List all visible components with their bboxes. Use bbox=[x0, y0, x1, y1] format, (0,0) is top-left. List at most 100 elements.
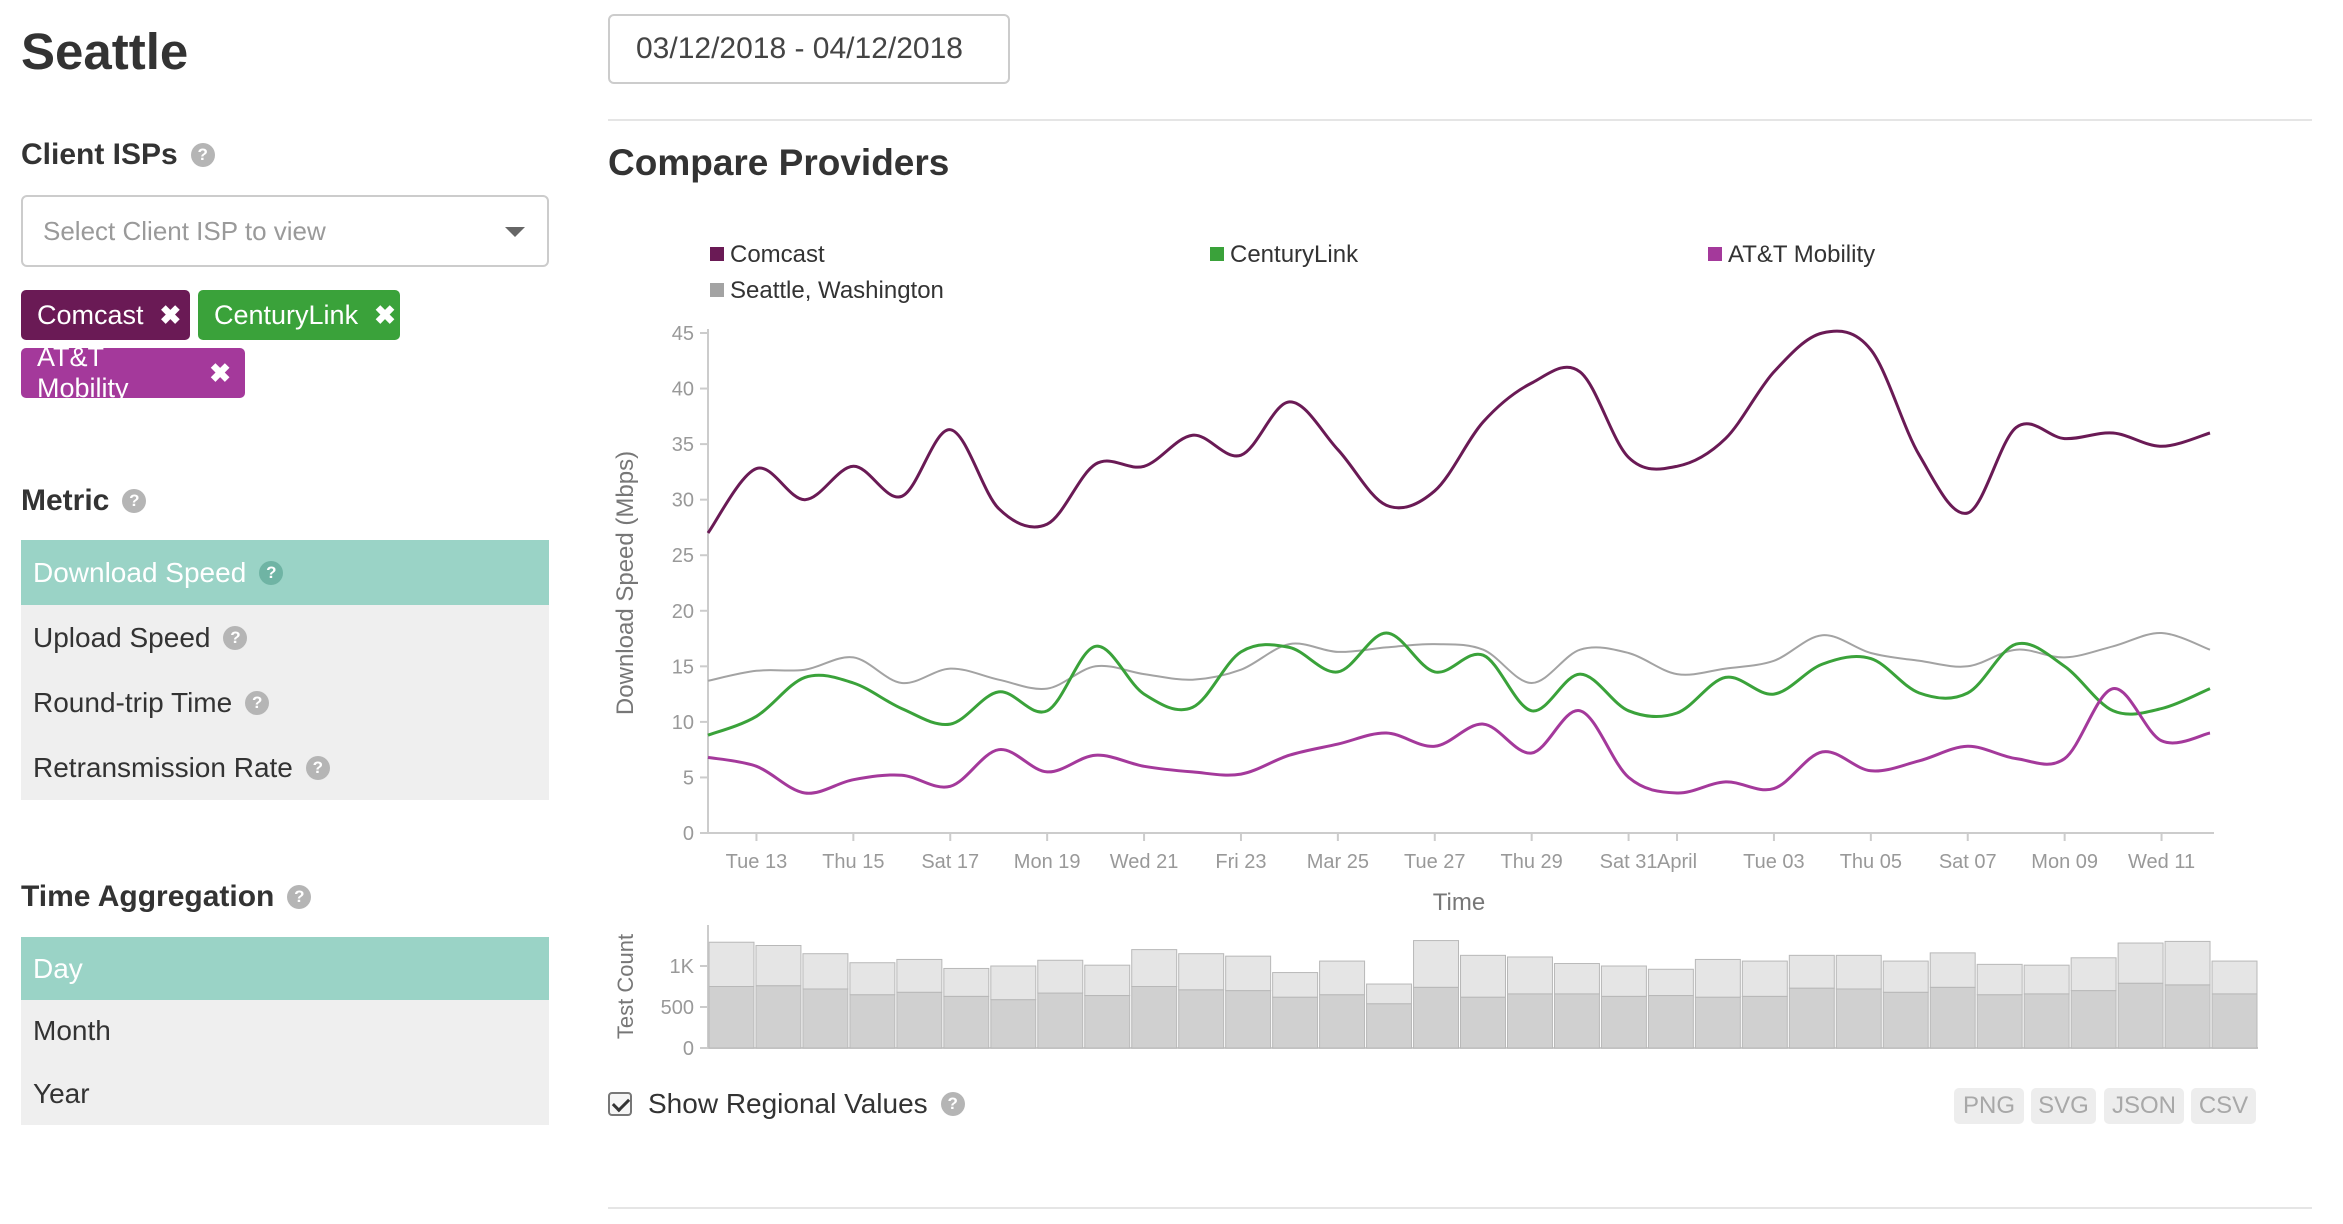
x-tick-label: Sat 31 bbox=[1600, 851, 1658, 873]
legend-label-comcast: Comcast bbox=[730, 241, 825, 268]
metric-menu: Download Speed ? Upload Speed ? Round-tr… bbox=[21, 540, 549, 800]
date-range-picker[interactable]: 03/12/2018 - 04/12/2018 bbox=[608, 14, 1010, 84]
export-json-button[interactable]: JSON bbox=[2104, 1088, 2184, 1124]
help-icon[interactable]: ? bbox=[287, 885, 312, 909]
test-count-bar-regional bbox=[1460, 954, 1506, 998]
remove-tag-icon[interactable]: ✖ bbox=[159, 299, 182, 330]
client-isp-select[interactable]: Select Client ISP to view bbox=[21, 195, 549, 267]
export-csv-button[interactable]: CSV bbox=[2191, 1088, 2256, 1124]
help-icon[interactable]: ? bbox=[940, 1092, 965, 1116]
test-count-bar-regional bbox=[1272, 972, 1319, 998]
x-tick-label: Mon 19 bbox=[1014, 851, 1081, 873]
x-tick-label: April bbox=[1657, 851, 1697, 873]
chevron-down-icon[interactable] bbox=[505, 227, 525, 237]
test-count-bar bbox=[1741, 995, 1788, 1049]
aggregation-month[interactable]: Month bbox=[21, 1000, 549, 1062]
time-aggregation-label: Time Aggregation bbox=[21, 880, 275, 913]
test-count-bar bbox=[2164, 984, 2211, 1049]
help-icon[interactable]: ? bbox=[223, 625, 248, 650]
test-count-bar bbox=[1413, 986, 1460, 1049]
test-count-bar-regional bbox=[1553, 963, 1600, 995]
x-tick-label: Wed 21 bbox=[1110, 851, 1179, 873]
y-tick-label: 35 bbox=[672, 434, 694, 456]
test-count-bar-regional bbox=[1694, 958, 1741, 998]
x-tick-label: Sat 07 bbox=[1939, 851, 1997, 873]
test-count-bar bbox=[1694, 996, 1741, 1049]
test-count-axis-label: Test Count bbox=[613, 934, 638, 1039]
test-count-bar bbox=[990, 999, 1037, 1049]
test-count-bar bbox=[1084, 995, 1131, 1049]
test-count-bar bbox=[1553, 993, 1600, 1049]
remove-tag-icon[interactable]: ✖ bbox=[209, 357, 231, 388]
help-icon[interactable]: ? bbox=[245, 690, 270, 715]
y-tick-label: 5 bbox=[683, 767, 694, 789]
divider bbox=[608, 1207, 2312, 1209]
client-isps-heading: Client ISPs ? bbox=[21, 138, 215, 172]
legend-swatch-seattle-washington bbox=[710, 283, 724, 297]
test-count-bar-regional bbox=[2023, 964, 2070, 995]
client-isp-placeholder: Select Client ISP to view bbox=[43, 215, 326, 246]
test-count-bar bbox=[2023, 993, 2070, 1049]
test-count-bar-regional bbox=[1366, 983, 1413, 1005]
test-count-bar-regional bbox=[1882, 960, 1929, 993]
test-count-bar-regional bbox=[1600, 965, 1647, 997]
help-icon[interactable]: ? bbox=[305, 755, 330, 780]
test-count-bar-regional bbox=[1178, 953, 1225, 991]
test-count-bar bbox=[755, 985, 802, 1049]
export-png-button[interactable]: PNG bbox=[1954, 1088, 2024, 1124]
help-icon[interactable]: ? bbox=[259, 560, 284, 585]
export-svg-button[interactable]: SVG bbox=[2031, 1088, 2096, 1124]
test-count-bar bbox=[1178, 989, 1225, 1049]
metric-retransmission-rate[interactable]: Retransmission Rate ? bbox=[21, 735, 549, 800]
aggregation-day[interactable]: Day bbox=[21, 937, 549, 1000]
test-count-bar-regional bbox=[849, 962, 896, 996]
test-count-bar-regional bbox=[2164, 940, 2211, 986]
test-count-bar-regional bbox=[2117, 942, 2164, 984]
test-count-bar-regional bbox=[943, 967, 990, 997]
test-count-y-tick-label: 500 bbox=[661, 997, 694, 1019]
metric-download-speed[interactable]: Download Speed ? bbox=[21, 540, 549, 605]
legend-swatch-comcast bbox=[710, 247, 724, 261]
legend-swatch-centurylink bbox=[1210, 247, 1224, 261]
tag-att-mobility: AT&T Mobility ✖ bbox=[21, 342, 245, 403]
test-count-bar-regional bbox=[755, 945, 802, 987]
test-count-bar-regional bbox=[1413, 940, 1460, 988]
x-tick-label: Wed 11 bbox=[2128, 851, 2195, 873]
help-icon[interactable]: ? bbox=[122, 489, 147, 513]
help-icon[interactable]: ? bbox=[190, 143, 215, 167]
test-count-bar bbox=[1319, 994, 1366, 1049]
series-line-comcast bbox=[706, 329, 2211, 534]
test-count-bar bbox=[1929, 986, 1976, 1049]
test-count-bar-regional bbox=[896, 958, 943, 993]
test-count-bar-regional bbox=[1976, 963, 2023, 996]
regional-checkbox[interactable] bbox=[608, 1092, 632, 1116]
y-tick-label: 15 bbox=[672, 656, 694, 678]
time-aggregation-menu: Day Month Year bbox=[21, 937, 549, 1125]
test-count-bar-regional bbox=[1037, 959, 1084, 994]
x-tick-label: Mon 09 bbox=[2031, 851, 2098, 873]
menu-item-label: Upload Speed bbox=[33, 621, 211, 653]
test-count-bar bbox=[896, 991, 943, 1049]
aggregation-year[interactable]: Year bbox=[21, 1062, 549, 1125]
metric-round-trip-time[interactable]: Round-trip Time ? bbox=[21, 670, 549, 735]
show-regional-values[interactable]: Show Regional Values ? bbox=[608, 1088, 965, 1120]
menu-item-label: Day bbox=[33, 952, 83, 984]
legend-label-centurylink: CenturyLink bbox=[1230, 241, 1359, 268]
test-count-bar-regional bbox=[1506, 956, 1553, 995]
test-count-bar-regional bbox=[1319, 960, 1366, 996]
metric-upload-speed[interactable]: Upload Speed ? bbox=[21, 605, 549, 670]
divider bbox=[608, 119, 2312, 121]
test-count-bar bbox=[1366, 1003, 1413, 1049]
test-count-bar bbox=[943, 995, 990, 1049]
test-count-bar bbox=[708, 986, 755, 1049]
test-count-bar bbox=[1600, 995, 1647, 1049]
remove-tag-icon[interactable]: ✖ bbox=[374, 299, 396, 330]
metric-heading: Metric ? bbox=[21, 484, 147, 518]
test-count-y-tick-label: 1K bbox=[670, 956, 695, 978]
y-axis-label: Download Speed (Mbps) bbox=[612, 451, 639, 715]
y-tick-label: 40 bbox=[672, 379, 694, 401]
test-count-bar-regional bbox=[1131, 949, 1178, 987]
legend-label-seattle-washington: Seattle, Washington bbox=[730, 277, 944, 304]
y-tick-label: 45 bbox=[672, 323, 694, 345]
legend-swatch-at-t-mobility bbox=[1708, 247, 1722, 261]
